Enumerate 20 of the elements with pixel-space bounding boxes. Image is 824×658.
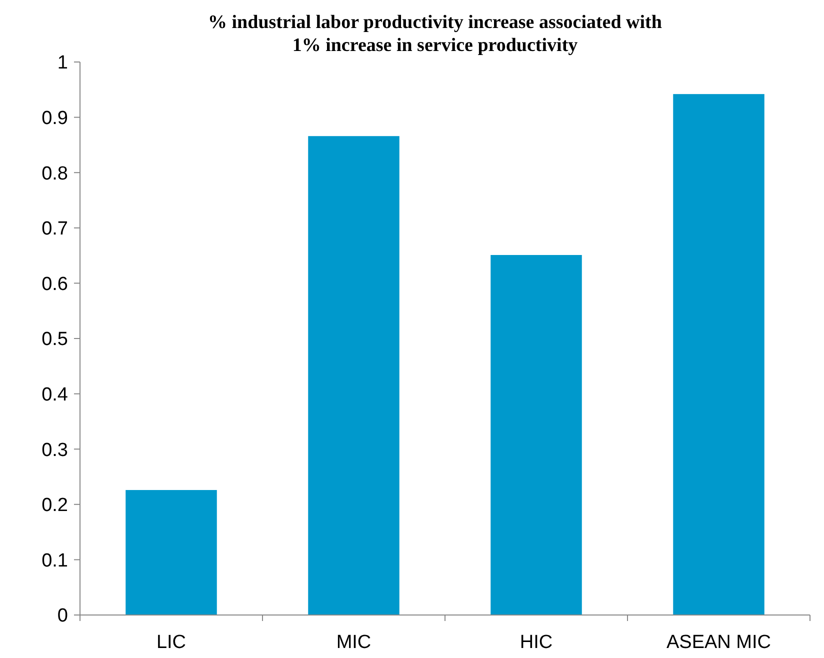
y-tick-label: 0.3 xyxy=(42,440,68,461)
y-tick-label: 0.2 xyxy=(42,495,68,516)
y-tick-label: 0.9 xyxy=(42,108,68,129)
y-tick-label: 0.1 xyxy=(42,550,68,572)
x-tick-label: MIC xyxy=(336,632,372,653)
y-tick-label: 0.6 xyxy=(42,274,68,295)
y-tick-label: 0.8 xyxy=(42,163,68,184)
y-tick-label: 0.4 xyxy=(42,384,68,406)
y-tick-label: 0.7 xyxy=(42,218,68,240)
bar xyxy=(490,254,582,615)
bar xyxy=(308,136,400,615)
y-tick-label: 0.5 xyxy=(42,329,68,350)
x-tick-label: HIC xyxy=(520,632,553,653)
y-tick-label: 1 xyxy=(57,52,68,74)
bar xyxy=(673,94,764,615)
x-tick-label: ASEAN MIC xyxy=(666,632,772,653)
y-tick-label: 0 xyxy=(57,606,68,627)
x-tick-label: LIC xyxy=(156,632,186,653)
bar xyxy=(126,490,217,615)
chart-title: % industrial labor productivity increase associated with 1% increase in service productivity xyxy=(208,12,662,56)
